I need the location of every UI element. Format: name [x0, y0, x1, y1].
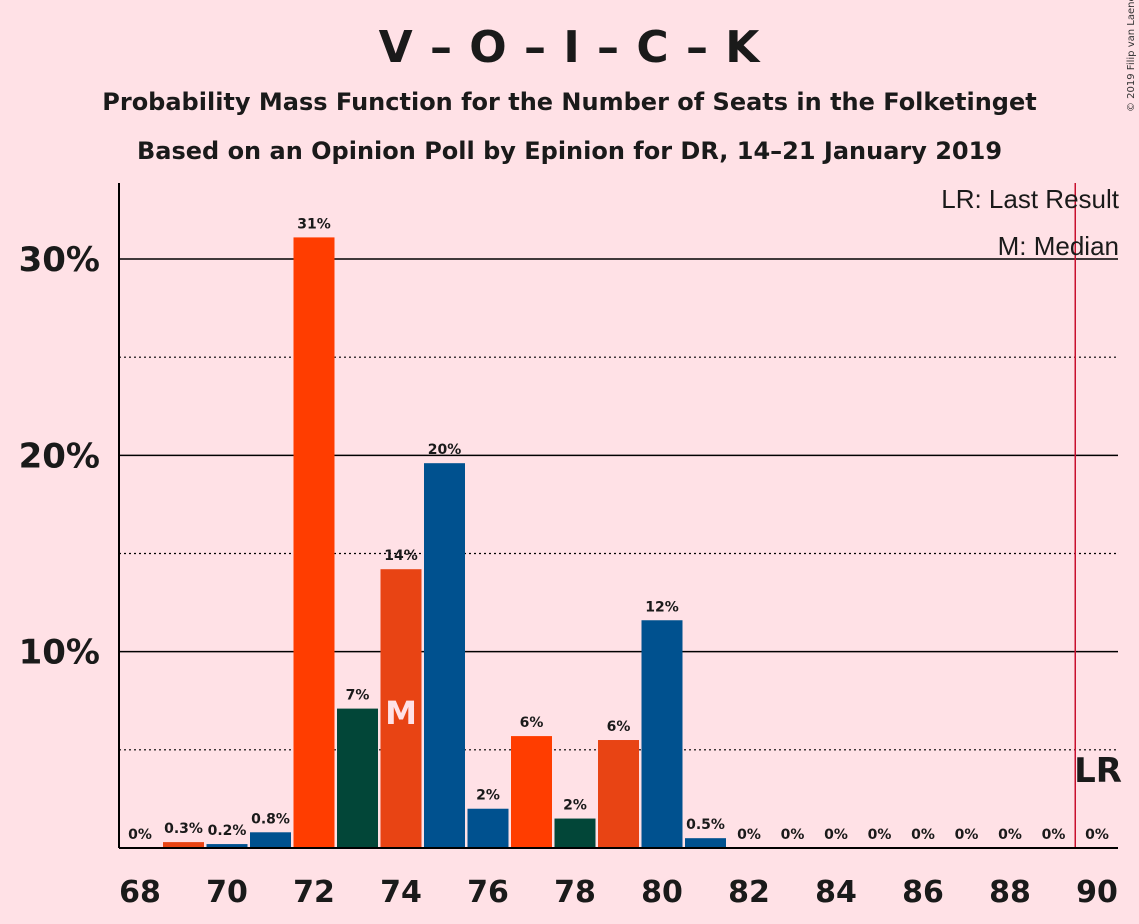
bar-80 [641, 620, 683, 848]
bar-value-label: 0.5% [686, 817, 725, 833]
bar-value-label: 0% [955, 827, 979, 843]
bar-value-label: 6% [607, 719, 631, 735]
grid-lines [119, 258, 1118, 751]
bar-value-label: 7% [346, 688, 370, 704]
median-marker: M [385, 694, 417, 732]
bar-value-label: 0% [781, 827, 805, 843]
bar-value-label: 0% [911, 827, 935, 843]
bar-value-label: 31% [297, 216, 331, 232]
chart-subtitle-2: Based on an Opinion Poll by Epinion for … [136, 137, 1003, 165]
last-result-marker: LR [1074, 751, 1122, 791]
bar-value-label: 0.8% [251, 811, 290, 827]
bar-69 [163, 842, 204, 848]
x-tick-label: 72 [293, 875, 335, 910]
bar-75 [424, 463, 465, 848]
bar-value-label: 0% [998, 827, 1022, 843]
bar-value-label: 0% [128, 827, 152, 843]
x-tick-label: 76 [467, 875, 509, 910]
x-tick-label: 84 [815, 875, 857, 910]
bar-value-label: 0% [1085, 827, 1109, 843]
bar-71 [250, 832, 291, 848]
y-tick-label: 20% [19, 436, 100, 476]
bar-value-label: 0% [868, 827, 892, 843]
bars [163, 237, 726, 849]
bar-value-label: 14% [384, 548, 418, 564]
bar-value-label: 0% [1042, 827, 1066, 843]
bar-70 [206, 844, 248, 848]
bar-77 [511, 736, 552, 848]
bar-81 [685, 838, 726, 848]
bar-74 [380, 569, 422, 848]
x-tick-label: 68 [119, 875, 161, 910]
bar-79 [598, 740, 639, 848]
x-tick-label: 90 [1076, 875, 1118, 910]
x-tick-label: 78 [554, 875, 596, 910]
chart-title: V – O – I – C – K [378, 22, 761, 73]
x-tick-label: 82 [728, 875, 770, 910]
bar-value-label: 0% [824, 827, 848, 843]
bar-76 [467, 808, 509, 848]
bar-73 [337, 708, 378, 848]
legend-median: M: Median [997, 231, 1119, 261]
bar-value-label: 2% [563, 798, 587, 814]
bar-value-label: 6% [520, 715, 544, 731]
bar-value-label: 0% [737, 827, 761, 843]
y-tick-label: 10% [19, 633, 100, 673]
bar-value-label: 0.2% [208, 823, 247, 839]
bar-labels: 0% 0.3% 0.2%0.8% 31% 7% 14% 20% 2% 6% 2% 6% 12% 0.5%… [128, 216, 1122, 843]
x-tick-label: 74 [380, 875, 422, 910]
x-tick-label: 80 [641, 875, 683, 910]
y-tick-label: 30% [19, 240, 100, 280]
bar-value-label: 2% [476, 788, 500, 804]
bar-72 [293, 237, 335, 849]
x-tick-label: 70 [206, 875, 248, 910]
chart-subtitle: Probability Mass Function for the Number… [102, 88, 1037, 116]
bar-value-label: 20% [428, 442, 462, 458]
axes: 10% 20% 30% 68 70 72 74 76 78 80 82 84 86 88 90 [19, 183, 1118, 910]
legend-last-result: LR: Last Result [941, 184, 1119, 214]
x-tick-label: 88 [989, 875, 1031, 910]
bar-value-label: 0.3% [164, 821, 203, 837]
x-tick-label: 86 [902, 875, 944, 910]
bar-78 [554, 818, 596, 848]
bar-value-label: 12% [645, 599, 679, 615]
